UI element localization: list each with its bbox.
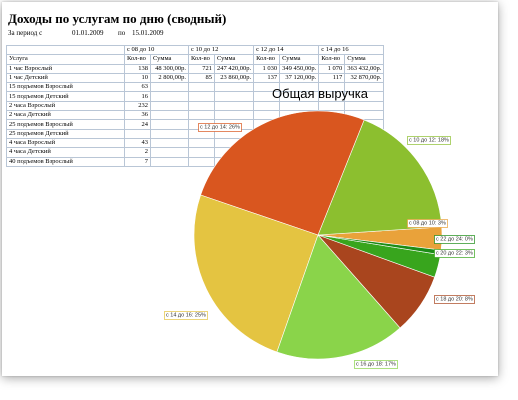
pie-label-text: с 08 до 10: 3% xyxy=(409,220,446,226)
table-row: 1 час Взрослый 138 48 300,00р. 721 247 420,0… xyxy=(6,63,385,74)
pie-slice xyxy=(193,194,319,353)
pie-label-box xyxy=(434,295,475,304)
pie-slice xyxy=(200,110,365,236)
pie-label-text: с 16 до 18: 17% xyxy=(356,361,396,367)
chart-title: Общая выручка xyxy=(272,86,369,101)
pie-slice-label: с 16 до 18: 17% xyxy=(354,360,398,369)
table-row: 15 подъемов Взрослый 63 xyxy=(6,82,385,93)
pie-label-text: с 10 до 12: 18% xyxy=(409,137,449,143)
report-sheet: Доходы по услугам по дню (сводный) За пе… xyxy=(2,2,498,376)
pie-slice-label: с 18 до 20: 8% xyxy=(434,295,475,304)
revenue-pie-chart: Общая выручка с 08 до 10: 3% с 10 до 12: … xyxy=(164,86,475,369)
pie-slice-label: с 22 до 24: 0% xyxy=(434,235,475,244)
pie-label-box xyxy=(407,219,448,228)
pie-slice xyxy=(276,234,401,360)
pie-label-box xyxy=(407,136,451,145)
pie-label-box xyxy=(434,235,475,244)
period-to-label: по xyxy=(118,29,126,37)
pie-slice-label: с 12 до 14: 26% xyxy=(198,123,242,132)
pie-label-box xyxy=(198,123,242,132)
pie-label-text: с 20 до 22: 3% xyxy=(436,250,473,256)
pie-label-box xyxy=(434,249,475,258)
report-title: Доходы по услугам по дню (сводный) xyxy=(8,11,227,26)
pie-label-box xyxy=(354,360,398,369)
pie-slice-label: с 14 до 16: 25% xyxy=(164,311,208,320)
pie-label-text: с 18 до 20: 8% xyxy=(436,296,473,302)
pie-slice-label: с 20 до 22: 3% xyxy=(434,249,475,258)
period-from: 01.01.2009 xyxy=(72,29,104,37)
pie-label-text: с 12 до 14: 26% xyxy=(200,124,240,130)
period-label: За период с xyxy=(8,29,43,37)
pie-slice-label: с 08 до 10: 3% xyxy=(407,219,448,228)
pie-label-text: с 14 до 16: 25% xyxy=(166,312,206,318)
pie-slice-label: с 10 до 12: 18% xyxy=(407,136,451,145)
pie-label-text: с 22 до 24: 0% xyxy=(436,236,473,242)
pie-slice xyxy=(317,119,443,236)
pie-label-box xyxy=(164,311,208,320)
period-to: 15.01.2009 xyxy=(132,29,164,37)
